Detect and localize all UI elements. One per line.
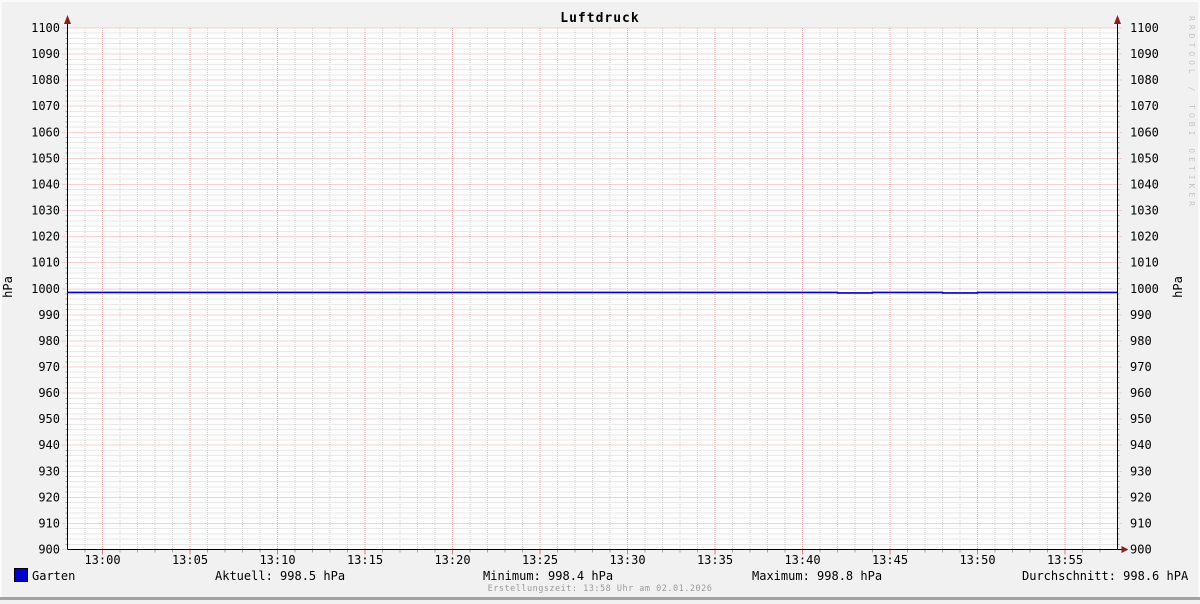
svg-text:1100: 1100 [1130, 21, 1159, 35]
svg-text:1090: 1090 [1130, 47, 1159, 61]
svg-text:1010: 1010 [1130, 256, 1159, 270]
svg-text:1070: 1070 [31, 99, 60, 113]
svg-text:1050: 1050 [31, 151, 60, 165]
svg-text:930: 930 [38, 464, 60, 478]
svg-text:1060: 1060 [1130, 125, 1159, 139]
svg-text:1090: 1090 [31, 47, 60, 61]
svg-text:1070: 1070 [1130, 99, 1159, 113]
svg-text:940: 940 [38, 438, 60, 452]
svg-text:960: 960 [1130, 386, 1152, 400]
svg-text:1020: 1020 [31, 230, 60, 244]
legend-color-swatch [14, 568, 28, 582]
svg-text:1000: 1000 [31, 282, 60, 296]
svg-text:910: 910 [38, 516, 60, 530]
svg-text:1030: 1030 [31, 204, 60, 218]
svg-text:1080: 1080 [31, 73, 60, 87]
svg-text:13:10: 13:10 [259, 553, 295, 567]
svg-text:970: 970 [38, 360, 60, 374]
svg-text:1010: 1010 [31, 256, 60, 270]
svg-text:13:15: 13:15 [347, 553, 383, 567]
svg-text:13:55: 13:55 [1047, 553, 1083, 567]
svg-text:900: 900 [38, 543, 60, 557]
svg-text:1000: 1000 [1130, 282, 1159, 296]
svg-text:1030: 1030 [1130, 204, 1159, 218]
svg-text:13:00: 13:00 [84, 553, 120, 567]
legend-series-label: Garten [32, 569, 76, 583]
svg-text:920: 920 [38, 490, 60, 504]
stat-current: Aktuell: 998.5 hPa [215, 569, 346, 583]
svg-text:980: 980 [1130, 334, 1152, 348]
svg-text:970: 970 [1130, 360, 1152, 374]
svg-text:1040: 1040 [1130, 177, 1159, 191]
rrdtool-watermark: RRDTOOL / TOBI OETIKER [1187, 16, 1196, 210]
svg-text:950: 950 [1130, 412, 1152, 426]
svg-text:1080: 1080 [1130, 73, 1159, 87]
svg-text:13:45: 13:45 [872, 553, 908, 567]
chart-title: Luftdruck [560, 11, 640, 26]
svg-text:13:20: 13:20 [434, 553, 470, 567]
svg-text:1100: 1100 [31, 21, 60, 35]
stat-average: Durchschnitt: 998.6 hPA [1022, 569, 1189, 583]
svg-text:920: 920 [1130, 490, 1152, 504]
svg-text:960: 960 [38, 386, 60, 400]
stat-maximum: Maximum: 998.8 hPa [752, 569, 883, 583]
svg-text:1060: 1060 [31, 125, 60, 139]
svg-text:13:30: 13:30 [609, 553, 645, 567]
svg-text:13:50: 13:50 [959, 553, 995, 567]
svg-text:930: 930 [1130, 464, 1152, 478]
svg-text:990: 990 [38, 308, 60, 322]
svg-text:910: 910 [1130, 516, 1152, 530]
svg-text:940: 940 [1130, 438, 1152, 452]
y-axis-unit-right: hPa [1171, 276, 1185, 298]
svg-text:900: 900 [1130, 543, 1152, 557]
svg-text:990: 990 [1130, 308, 1152, 322]
stat-minimum: Minimum: 998.4 hPa [483, 569, 614, 583]
creation-timestamp: Erstellungszeit: 13:58 Uhr am 02.01.2026 [487, 584, 713, 594]
svg-text:13:05: 13:05 [172, 553, 208, 567]
svg-text:13:40: 13:40 [784, 553, 820, 567]
svg-text:1040: 1040 [31, 177, 60, 191]
svg-text:950: 950 [38, 412, 60, 426]
svg-text:13:35: 13:35 [697, 553, 733, 567]
svg-text:980: 980 [38, 334, 60, 348]
svg-text:1050: 1050 [1130, 151, 1159, 165]
y-axis-unit-left: hPa [1, 276, 15, 298]
svg-text:13:25: 13:25 [522, 553, 558, 567]
svg-text:1020: 1020 [1130, 230, 1159, 244]
